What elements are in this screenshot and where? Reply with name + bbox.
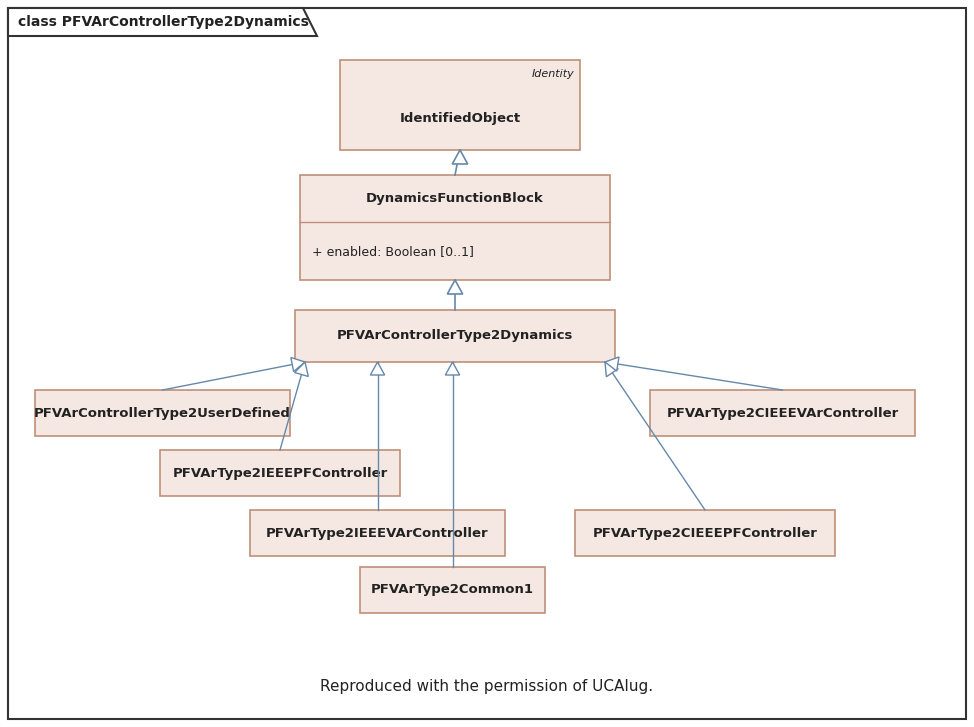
Text: PFVArType2IEEEPFController: PFVArType2IEEEPFController: [172, 467, 388, 480]
Text: IdentifiedObject: IdentifiedObject: [399, 112, 520, 125]
Text: Identity: Identity: [531, 69, 574, 79]
Polygon shape: [294, 362, 309, 377]
Bar: [360, 567, 545, 613]
Polygon shape: [291, 358, 305, 371]
Bar: [250, 510, 505, 556]
Text: class PFVArControllerType2Dynamics: class PFVArControllerType2Dynamics: [18, 15, 309, 29]
Polygon shape: [370, 362, 385, 375]
Polygon shape: [605, 357, 618, 371]
Bar: [295, 310, 615, 362]
Text: Reproduced with the permission of UCAIug.: Reproduced with the permission of UCAIug…: [320, 680, 654, 694]
Text: PFVArControllerType2UserDefined: PFVArControllerType2UserDefined: [34, 406, 291, 419]
Text: PFVArType2CIEEEVArController: PFVArType2CIEEEVArController: [666, 406, 899, 419]
Bar: [340, 60, 580, 150]
Polygon shape: [605, 362, 618, 377]
Polygon shape: [445, 362, 460, 375]
Text: PFVArType2Common1: PFVArType2Common1: [371, 584, 534, 596]
Bar: [160, 450, 400, 496]
Polygon shape: [447, 280, 463, 294]
Text: PFVArControllerType2Dynamics: PFVArControllerType2Dynamics: [337, 329, 573, 342]
Text: DynamicsFunctionBlock: DynamicsFunctionBlock: [366, 192, 543, 205]
Text: PFVArType2CIEEEPFController: PFVArType2CIEEEPFController: [592, 526, 817, 539]
Polygon shape: [8, 8, 317, 36]
Text: PFVArType2IEEEVArController: PFVArType2IEEEVArController: [266, 526, 489, 539]
Bar: [35, 390, 290, 436]
Bar: [650, 390, 915, 436]
Polygon shape: [452, 150, 468, 164]
Bar: [575, 510, 835, 556]
Bar: [300, 175, 610, 280]
Text: + enabled: Boolean [0..1]: + enabled: Boolean [0..1]: [312, 244, 474, 257]
